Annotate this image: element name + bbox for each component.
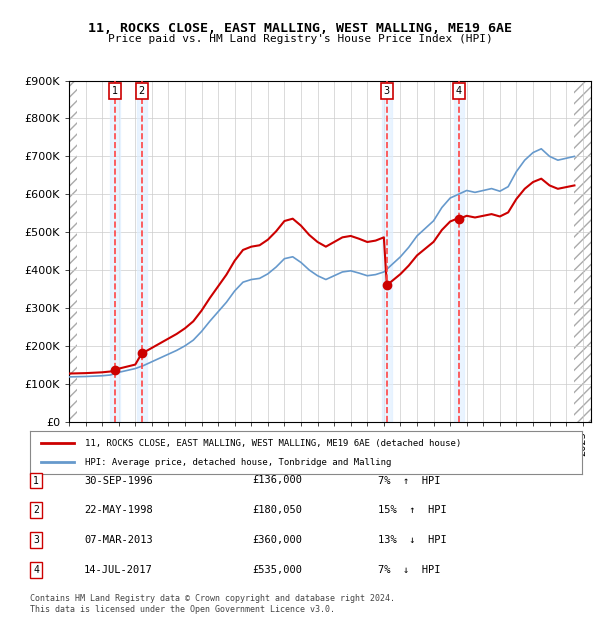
Text: 22-MAY-1998: 22-MAY-1998 (84, 505, 153, 515)
Text: 13%  ↓  HPI: 13% ↓ HPI (378, 535, 447, 545)
Bar (574, 81, 591, 422)
Text: £136,000: £136,000 (252, 476, 302, 485)
Text: £535,000: £535,000 (252, 565, 302, 575)
Bar (454, 81, 464, 422)
Text: 1: 1 (33, 476, 39, 485)
Text: 4: 4 (456, 86, 462, 96)
Text: £360,000: £360,000 (252, 535, 302, 545)
Text: Contains HM Land Registry data © Crown copyright and database right 2024.
This d: Contains HM Land Registry data © Crown c… (30, 595, 395, 614)
Text: £180,050: £180,050 (252, 505, 302, 515)
Bar (69, 81, 77, 422)
Text: 2: 2 (139, 86, 145, 96)
Text: Price paid vs. HM Land Registry's House Price Index (HPI): Price paid vs. HM Land Registry's House … (107, 34, 493, 44)
Text: 14-JUL-2017: 14-JUL-2017 (84, 565, 153, 575)
Bar (69, 81, 77, 422)
Text: 3: 3 (33, 535, 39, 545)
Text: HPI: Average price, detached house, Tonbridge and Malling: HPI: Average price, detached house, Tonb… (85, 458, 392, 467)
Text: 11, ROCKS CLOSE, EAST MALLING, WEST MALLING, ME19 6AE: 11, ROCKS CLOSE, EAST MALLING, WEST MALL… (88, 22, 512, 35)
Text: 11, ROCKS CLOSE, EAST MALLING, WEST MALLING, ME19 6AE (detached house): 11, ROCKS CLOSE, EAST MALLING, WEST MALL… (85, 438, 461, 448)
Bar (382, 81, 392, 422)
Text: 1: 1 (112, 86, 118, 96)
Text: 07-MAR-2013: 07-MAR-2013 (84, 535, 153, 545)
Text: 2: 2 (33, 505, 39, 515)
Text: 3: 3 (384, 86, 390, 96)
Text: 7%  ↓  HPI: 7% ↓ HPI (378, 565, 440, 575)
Bar (137, 81, 147, 422)
Text: 7%  ↑  HPI: 7% ↑ HPI (378, 476, 440, 485)
Text: 15%  ↑  HPI: 15% ↑ HPI (378, 505, 447, 515)
Bar (110, 81, 119, 422)
Text: 30-SEP-1996: 30-SEP-1996 (84, 476, 153, 485)
Text: 4: 4 (33, 565, 39, 575)
